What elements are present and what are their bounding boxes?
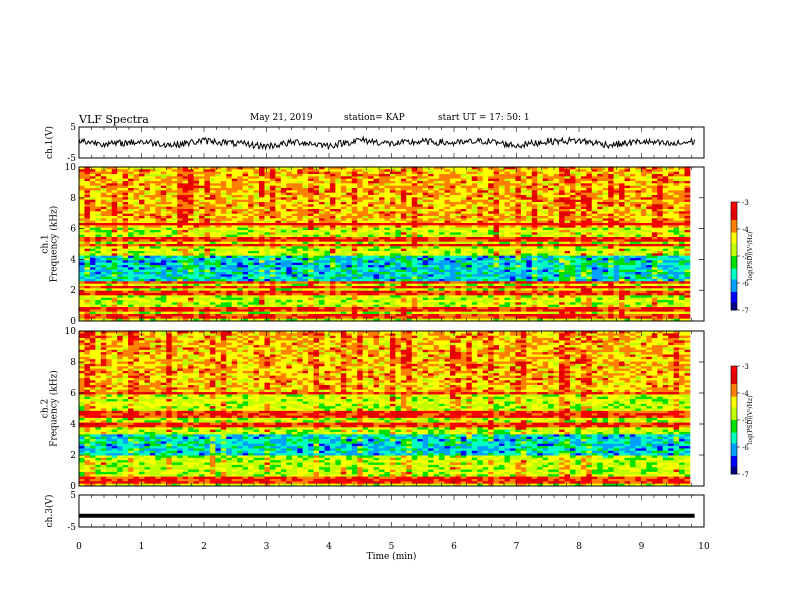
x-tick-label: 6	[451, 542, 457, 552]
x-tick-label: 5	[389, 542, 395, 552]
x-tick-label: 7	[514, 542, 520, 552]
x-axis-label: Time (min)	[367, 551, 417, 562]
y-axis-label: Frequency (kHz)	[49, 370, 60, 447]
y-axis-label: ch.2	[41, 399, 51, 418]
colorbar-tick-label: -6	[742, 444, 749, 452]
colorbar-tick-label: -7	[742, 307, 749, 315]
station-label: station= KAP	[344, 113, 405, 123]
colorbar-label: log(PSD)(V²/Hz)	[747, 232, 754, 281]
colorbar-tick-label: -5	[742, 253, 749, 261]
y-tick-label: 4	[70, 420, 76, 430]
date-label: May 21, 2019	[250, 113, 313, 123]
y-tick-label: 5	[70, 491, 76, 501]
colorbar-tick-label: -3	[742, 363, 749, 371]
x-tick-label: 4	[326, 542, 332, 552]
colorbar-tick-label: -4	[742, 226, 749, 234]
spectrogram-ch2	[79, 331, 691, 487]
y-tick-label: 8	[70, 358, 76, 368]
y-tick-label: 2	[70, 451, 76, 461]
colorbar-ch1: -3 -4 -5 -6 -7 log(PSD)(V²/Hz)	[730, 199, 754, 315]
colorbar-ch2: -3 -4 -5 -6 -7 log(PSD)(V²/Hz)	[730, 363, 754, 479]
colorbar-tick-label: -7	[742, 471, 749, 479]
y-tick-label: 2	[70, 286, 76, 296]
y-tick-label: 0	[70, 317, 76, 327]
y-tick-label: 6	[70, 225, 76, 235]
y-tick-label: 10	[65, 327, 77, 337]
x-tick-label: 3	[264, 542, 270, 552]
ch1-trace	[78, 135, 696, 151]
x-tick-label: 8	[576, 542, 582, 552]
colorbar-tick-label: -5	[742, 417, 749, 425]
start-time-label: start UT = 17: 50: 1	[438, 113, 530, 123]
colorbar-label: log(PSD)(V²/Hz)	[747, 396, 754, 445]
x-tick-label: 10	[698, 542, 710, 552]
y-axis-label: ch.3(V)	[44, 495, 55, 528]
x-tick-label: 9	[639, 542, 645, 552]
y-tick-label: 8	[70, 194, 76, 204]
x-tick-label: 1	[139, 542, 145, 552]
y-tick-label: 4	[70, 255, 76, 265]
y-axis-label: ch.1	[41, 234, 51, 253]
y-tick-label: 0	[70, 482, 76, 492]
figure-title: VLF Spectra	[79, 113, 149, 126]
y-tick-label: 5	[70, 123, 76, 133]
colorbars: -3 -4 -5 -6 -7 log(PSD)(V²/Hz) -3 -4 -5 -6 -7 log(P…	[730, 199, 754, 479]
y-axis-label: Frequency (kHz)	[49, 206, 60, 283]
y-tick-label: 6	[70, 389, 76, 399]
y-tick-label: -5	[67, 523, 76, 533]
x-tick-label: 2	[201, 542, 207, 552]
y-axis-label: ch.1(V)	[44, 126, 55, 159]
colorbar-tick-label: -4	[742, 390, 749, 398]
y-tick-label: 10	[65, 163, 77, 173]
spectrogram-ch1	[79, 167, 691, 322]
y-tick-label: -5	[67, 154, 76, 164]
colorbar-tick-label: -3	[742, 199, 749, 207]
x-tick-label: 0	[76, 542, 82, 552]
colorbar-tick-label: -6	[742, 280, 749, 288]
